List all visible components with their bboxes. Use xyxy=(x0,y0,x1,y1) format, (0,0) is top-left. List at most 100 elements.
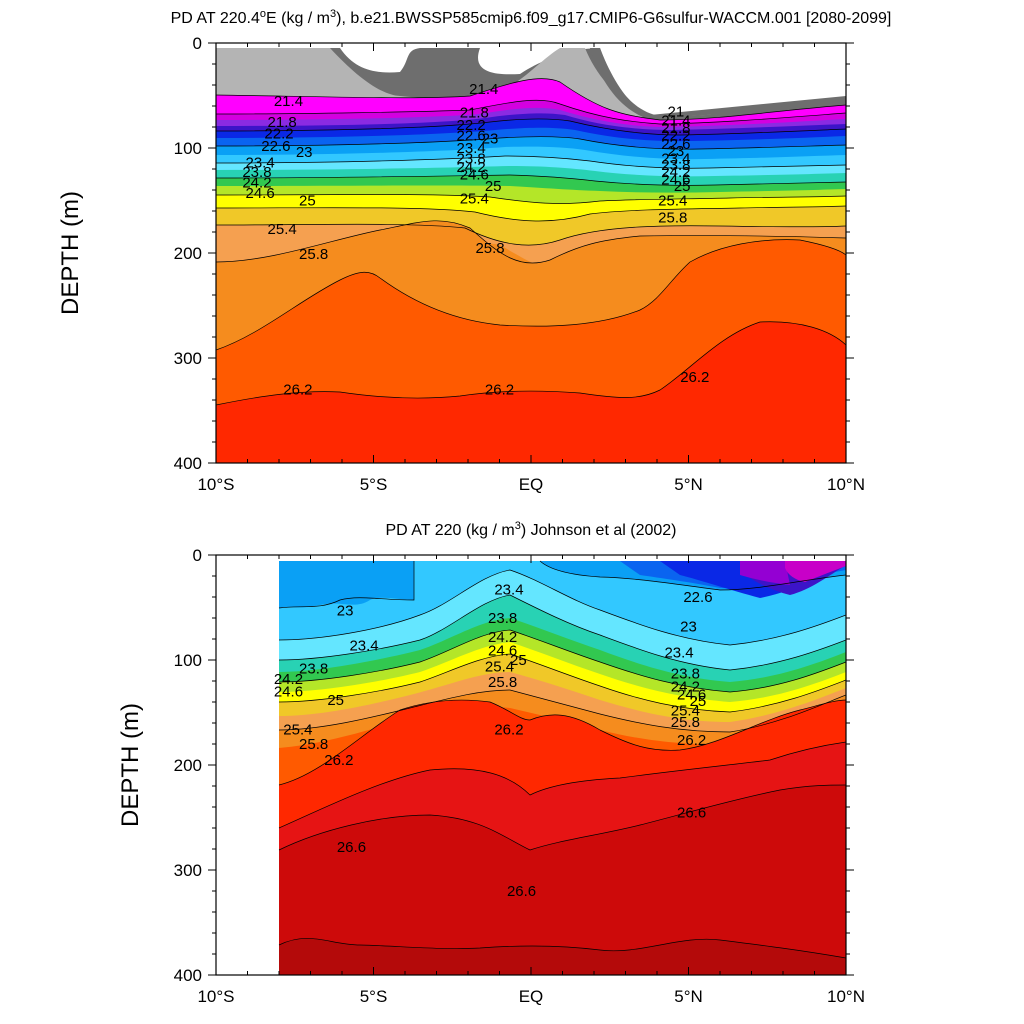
bottom-x-tick-label: 5°N xyxy=(674,987,703,1006)
bottom-contour-label: 24.6 xyxy=(274,684,303,701)
bottom-contour-label: 26.6 xyxy=(507,883,536,900)
top-y-tick-label: 400 xyxy=(174,454,202,473)
top-contour-label: 21.8 xyxy=(268,114,297,131)
bottom-contour-label: 24.2 xyxy=(671,678,700,695)
top-contour-label: 25 xyxy=(485,178,502,195)
bottom-x-tick-label: 10°N xyxy=(827,987,865,1006)
top-contour-label: 25.4 xyxy=(460,190,489,207)
top-contour-label: 26.2 xyxy=(283,382,312,399)
bottom-contour-label: 23.4 xyxy=(349,637,378,654)
top-axes: 10°S 5°S EQ 5°N 10°N 0 100 200 300 400 xyxy=(174,34,865,494)
top-contour-label: 23.8 xyxy=(661,157,690,174)
bottom-y-axis-label: DEPTH (m) xyxy=(117,703,144,827)
bottom-y-tick-label: 400 xyxy=(174,966,202,985)
top-x-tick-label: 5°S xyxy=(360,475,388,494)
top-contour-label: 24.6 xyxy=(460,166,489,183)
top-contour-label: 21.4 xyxy=(469,81,498,98)
bottom-contour-label: 23.8 xyxy=(299,660,328,677)
bottom-contour-lines xyxy=(278,560,846,959)
top-x-tick-label: EQ xyxy=(519,475,544,494)
top-contour-label: 24.6 xyxy=(245,185,274,202)
bottom-contour-label: 24.6 xyxy=(488,643,517,660)
bottom-contour-label: 24.2 xyxy=(274,671,303,688)
top-contour-label: 24.6 xyxy=(661,172,690,189)
bottom-y-tick-label: 300 xyxy=(174,861,202,880)
top-contour-label: 23.8 xyxy=(242,164,271,181)
top-contour-label: 22.2 xyxy=(264,125,293,142)
top-contour-label: 21.4 xyxy=(274,93,303,110)
bottom-chart-title: PD AT 220 (kg / m3) Johnson et al (2002) xyxy=(385,520,676,539)
bottom-contour-label: 23.4 xyxy=(664,645,693,662)
top-contour-label: 21.4 xyxy=(661,113,690,130)
top-x-tick-label: 10°N xyxy=(827,475,865,494)
bottom-x-tick-label: 10°S xyxy=(197,987,234,1006)
top-contour-label: 21.8 xyxy=(460,104,489,121)
top-contour-label: 22.2 xyxy=(661,127,690,144)
bottom-contour-label: 24.6 xyxy=(677,687,706,704)
top-chart-title: PD AT 220.4oE (kg / m3), b.e21.BWSSP585c… xyxy=(171,8,892,27)
bottom-contour-label: 25 xyxy=(327,692,344,709)
bottom-x-tick-label: EQ xyxy=(519,987,544,1006)
bottom-contour-label: 23 xyxy=(337,603,354,620)
top-contour-label: 23.8 xyxy=(457,151,486,168)
bottom-contour-label: 25.4 xyxy=(283,721,312,738)
bottom-y-tick-label: 100 xyxy=(174,651,202,670)
top-contour-label: 23 xyxy=(296,144,313,161)
bottom-contour-fill xyxy=(216,555,846,975)
top-contour-label: 25 xyxy=(674,178,691,195)
top-contour-label: 23.4 xyxy=(661,151,690,168)
top-contour-lines xyxy=(216,78,846,406)
top-y-axis-label: DEPTH (m) xyxy=(57,191,84,315)
bottom-contour-label: 25 xyxy=(510,652,527,669)
top-contour-label: 25.8 xyxy=(475,240,504,257)
bottom-contour-label: 25.8 xyxy=(488,674,517,691)
bottom-contour-label: 23.8 xyxy=(671,666,700,683)
top-y-tick-label: 0 xyxy=(193,34,202,53)
top-contour-label: 22.6 xyxy=(661,136,690,153)
top-contour-label: 22.2 xyxy=(457,117,486,134)
bottom-contour-label: 25.4 xyxy=(485,658,514,675)
top-contour-label: 23 xyxy=(482,131,499,148)
bottom-contour-label: 24.2 xyxy=(488,629,517,646)
bottom-contour-label: 25.8 xyxy=(299,736,328,753)
bottom-contour-label: 26.2 xyxy=(677,732,706,749)
top-contour-label: 24.2 xyxy=(242,175,271,192)
top-contour-label: 23.4 xyxy=(457,140,486,157)
bottom-contour-label: 23.8 xyxy=(488,610,517,627)
top-x-tick-label: 10°S xyxy=(197,475,234,494)
bottom-contour-label: 26.6 xyxy=(337,839,366,856)
top-x-tick-label: 5°N xyxy=(674,475,703,494)
bottom-contour-label: 23 xyxy=(680,618,697,635)
top-y-tick-label: 300 xyxy=(174,349,202,368)
top-contour-label: 23 xyxy=(668,143,685,160)
bottom-y-tick-label: 0 xyxy=(193,546,202,565)
bottom-contour-label: 25 xyxy=(690,693,707,710)
top-contour-label: 24.2 xyxy=(661,164,690,181)
top-contour-fill xyxy=(216,43,846,463)
top-contour-label: 23.4 xyxy=(245,155,274,172)
top-y-tick-label: 200 xyxy=(174,244,202,263)
top-contour-label: 24.2 xyxy=(457,159,486,176)
bottom-contour-label: 26.6 xyxy=(677,804,706,821)
top-contour-label: 25 xyxy=(299,193,316,210)
bottom-contour-label: 25.8 xyxy=(671,714,700,731)
top-contour-label: 26.2 xyxy=(485,382,514,399)
top-contour-label: 22.6 xyxy=(457,127,486,144)
top-panel: PD AT 220.4oE (kg / m3), b.e21.BWSSP585c… xyxy=(57,8,891,494)
top-contour-label: 25.4 xyxy=(268,221,297,238)
bottom-panel: PD AT 220 (kg / m3) Johnson et al (2002) xyxy=(117,520,865,1006)
top-contour-label: 25.8 xyxy=(658,209,687,226)
top-contour-label: 21 xyxy=(668,103,685,120)
top-contour-label: 25.8 xyxy=(299,246,328,263)
bottom-y-tick-label: 200 xyxy=(174,756,202,775)
bottom-axes: 10°S 5°S EQ 5°N 10°N 0 100 200 300 400 xyxy=(174,546,865,1006)
top-contour-label: 21.8 xyxy=(661,120,690,137)
bottom-contour-label: 23.4 xyxy=(494,582,523,599)
bottom-contour-label: 26.2 xyxy=(324,752,353,769)
bottom-contour-label: 25.4 xyxy=(671,702,700,719)
top-contour-label: 26.2 xyxy=(680,369,709,386)
bottom-x-tick-label: 5°S xyxy=(360,987,388,1006)
